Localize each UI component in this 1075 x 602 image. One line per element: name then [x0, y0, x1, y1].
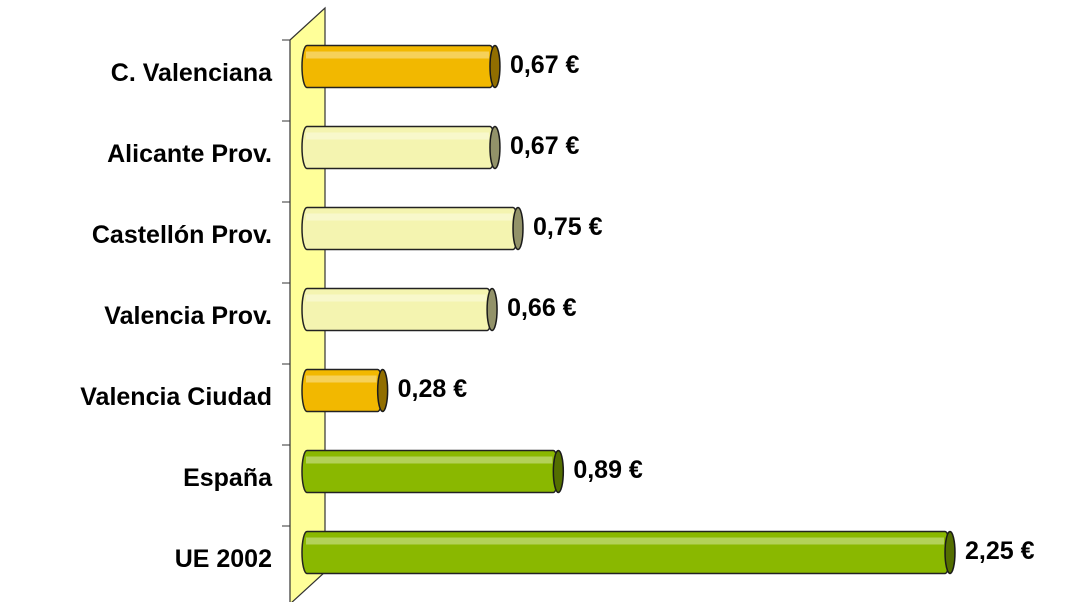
y-tick-label: Alicante Prov.: [107, 140, 272, 168]
bar-cap-shade: [945, 531, 955, 574]
bar-highlight: [306, 294, 487, 302]
bar-cap: [486, 287, 498, 332]
bar-cap-shade: [377, 369, 388, 412]
y-tick-label: Valencia Prov.: [104, 302, 272, 330]
bar-cap: [489, 125, 501, 170]
bar-cap: [489, 44, 501, 89]
value-label: 0,67 €: [510, 51, 580, 79]
y-tick-label: Valencia Ciudad: [80, 383, 272, 411]
bar-cap: [512, 206, 524, 251]
bar-highlight: [306, 375, 377, 383]
bar-cap: [376, 368, 389, 413]
y-tick-label: España: [183, 464, 273, 492]
value-label: 0,28 €: [398, 375, 468, 403]
bar-cap: [552, 449, 565, 494]
bar-cap-shade: [553, 450, 564, 493]
bar-cap-shade: [489, 45, 500, 88]
y-tick-label: UE 2002: [175, 545, 272, 573]
bar-cap-shade: [513, 207, 523, 250]
bar-highlight: [306, 537, 944, 545]
bar-cap: [944, 530, 956, 575]
value-label: 2,25 €: [965, 537, 1035, 565]
y-tick-label: Castellón Prov.: [92, 221, 272, 249]
y-tick-label: C. Valenciana: [111, 59, 273, 87]
bar-highlight: [306, 456, 553, 464]
bar-cap-shade: [487, 288, 498, 331]
value-label: 0,67 €: [510, 132, 580, 160]
value-label: 0,75 €: [533, 213, 603, 241]
bar-highlight: [306, 132, 489, 140]
bar-cap-shade: [489, 126, 500, 169]
bar-highlight: [306, 51, 489, 59]
bar-highlight: [306, 213, 512, 221]
value-label: 0,89 €: [573, 456, 643, 484]
value-label: 0,66 €: [507, 294, 577, 322]
